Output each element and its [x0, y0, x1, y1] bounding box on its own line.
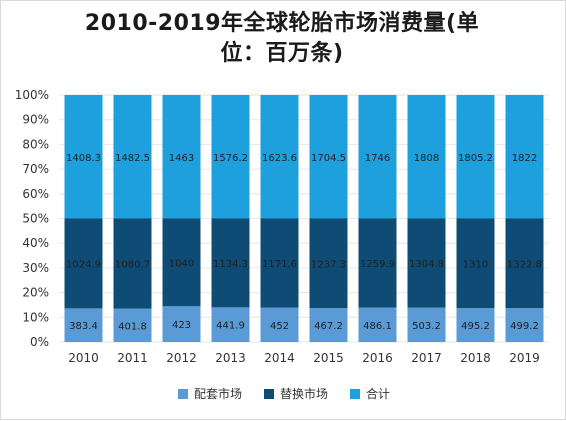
legend-label: 替换市场 [279, 387, 328, 401]
bar-segment [309, 218, 348, 309]
chart-title: 2010-2019年全球轮胎市场消费量(单位：百万条) [84, 11, 480, 66]
bar-segment [505, 95, 544, 219]
bar-segment [211, 307, 250, 342]
bar-segment [64, 308, 103, 342]
data-label: 1822 [512, 153, 537, 164]
y-tick-label: 60% [22, 187, 49, 201]
bar-segment [456, 95, 495, 219]
bar-segment [505, 218, 544, 309]
x-tick-label: 2013 [215, 351, 246, 365]
legend-label: 配套市场 [193, 387, 242, 401]
x-tick-label: 2010 [68, 351, 99, 365]
bar-segment [64, 218, 103, 309]
x-tick-label: 2011 [117, 351, 148, 365]
bar-segment [211, 95, 250, 219]
x-tick-label: 2016 [362, 351, 393, 365]
legend-swatch [177, 388, 188, 399]
data-label: 499.2 [510, 321, 539, 332]
x-tick-label: 2018 [460, 351, 491, 365]
bar-segment [113, 218, 152, 309]
bar-segment [358, 95, 397, 219]
x-tick-label: 2019 [509, 351, 540, 365]
legend-item: 替换市场 [263, 385, 328, 402]
data-label: 1080.7 [115, 260, 150, 271]
bar-segment [162, 218, 201, 307]
bar-segment [358, 307, 397, 342]
bar-segment [309, 308, 348, 342]
y-tick-label: 20% [22, 286, 49, 300]
bar-segment [358, 218, 397, 308]
y-tick-label: 90% [22, 113, 49, 127]
legend-item: 配套市场 [177, 385, 242, 402]
bar-segment [113, 95, 152, 219]
legend-swatch [263, 388, 274, 399]
y-tick-label: 50% [22, 212, 49, 226]
data-label: 1024.9 [66, 259, 101, 270]
bar-segment [64, 95, 103, 219]
x-tick-label: 2012 [166, 351, 197, 365]
y-tick-label: 80% [22, 137, 49, 151]
data-label: 1134.3 [213, 259, 248, 270]
bar-segment [162, 95, 201, 219]
bar-segment [407, 307, 446, 342]
bar-segment [162, 306, 201, 342]
data-label: 1808 [414, 153, 439, 164]
data-label: 1576.2 [213, 153, 248, 164]
data-label: 1704.5 [311, 153, 346, 164]
data-label: 1408.3 [66, 153, 101, 164]
y-tick-label: 70% [22, 162, 49, 176]
y-tick-label: 30% [22, 261, 49, 275]
data-label: 1259.9 [360, 259, 395, 270]
x-axis-ticks: 2010 2011 2012 2013 2014 2015 2016 2017 2018 2019 [68, 351, 540, 365]
bar-segment [260, 95, 299, 219]
data-label: 1171.6 [262, 259, 297, 270]
legend-item: 合计 [350, 385, 390, 402]
data-label: 1237.3 [311, 259, 346, 270]
data-label: 401.8 [118, 321, 147, 332]
y-tick-label: 100% [15, 88, 49, 102]
legend-swatch [350, 388, 360, 399]
y-tick-label: 0% [30, 335, 49, 349]
data-label: 1463 [169, 153, 194, 164]
data-label: 1310 [463, 259, 488, 270]
y-tick-label: 40% [22, 236, 49, 250]
data-label: 441.9 [216, 321, 245, 332]
data-label: 423 [172, 320, 191, 331]
x-tick-label: 2017 [411, 351, 442, 365]
x-tick-label: 2015 [313, 351, 344, 365]
bar-segment [407, 218, 446, 308]
data-label: 495.2 [461, 321, 490, 332]
data-labels: 383.4 1024.9 1408.3 401.8 1080.7 1482.5 423 104… [66, 153, 542, 333]
y-tick-label: 10% [22, 310, 49, 324]
legend-label: 合计 [366, 387, 391, 401]
data-label: 1623.6 [262, 153, 297, 164]
data-label: 1304.8 [409, 259, 444, 270]
data-label: 1805.2 [458, 153, 493, 164]
bar-segment [309, 95, 348, 219]
data-label: 467.2 [314, 321, 343, 332]
data-label: 1482.5 [115, 153, 150, 164]
data-label: 383.4 [69, 321, 98, 332]
bar-segment [505, 308, 544, 342]
bar-segment [456, 218, 495, 309]
bars [64, 95, 544, 342]
bar-segment [456, 308, 495, 342]
x-tick-label: 2014 [264, 351, 295, 365]
data-label: 486.1 [363, 321, 392, 332]
legend: 配套市场 替换市场 合计 [1, 385, 566, 402]
data-label: 1040 [169, 258, 194, 269]
bar-segment [260, 307, 299, 342]
bar-segment [211, 218, 250, 308]
data-label: 1322.8 [507, 259, 542, 270]
bar-segment [407, 95, 446, 219]
data-label: 452 [270, 321, 289, 332]
data-label: 503.2 [412, 321, 441, 332]
bar-segment [113, 308, 152, 342]
bar-segment [260, 218, 299, 308]
y-axis-ticks: 0% 10% 20% 30% 40% 50% 60% 70% 80% 90% 100% [15, 88, 49, 349]
data-label: 1746 [365, 153, 390, 164]
